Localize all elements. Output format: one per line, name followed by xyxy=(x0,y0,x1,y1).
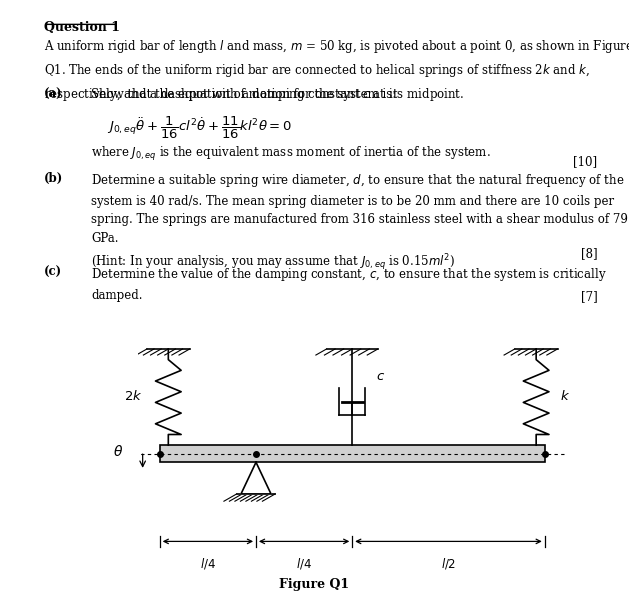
Text: $k$: $k$ xyxy=(560,390,570,403)
Text: Question 1: Question 1 xyxy=(44,21,120,34)
Text: Determine the value of the damping constant, $c$, to ensure that the system is c: Determine the value of the damping const… xyxy=(91,266,607,301)
Text: $l/4$: $l/4$ xyxy=(296,556,312,571)
Text: A uniform rigid bar of length $l$ and mass, $m$ = 50 kg, is pivoted about a poin: A uniform rigid bar of length $l$ and ma… xyxy=(44,38,629,102)
Text: $c$: $c$ xyxy=(376,370,385,384)
Text: where $J_{0,eq}$ is the equivalent mass moment of inertia of the system.: where $J_{0,eq}$ is the equivalent mass … xyxy=(91,145,491,163)
Text: $l/4$: $l/4$ xyxy=(200,556,216,571)
Text: [7]: [7] xyxy=(581,290,598,303)
Text: [10]: [10] xyxy=(574,155,598,168)
Text: $2k$: $2k$ xyxy=(124,390,143,403)
Text: $\theta$: $\theta$ xyxy=(113,444,123,459)
Text: $J_{0,eq}\ddot{\theta}+\dfrac{1}{16}cl^2\dot{\theta}+\dfrac{11}{16}kl^2\theta=0$: $J_{0,eq}\ddot{\theta}+\dfrac{1}{16}cl^2… xyxy=(107,114,292,141)
Text: Show that the equation of motion for the system is:: Show that the equation of motion for the… xyxy=(91,88,396,100)
Text: $l/2$: $l/2$ xyxy=(441,556,456,571)
Text: (a): (a) xyxy=(44,88,63,100)
Text: (c): (c) xyxy=(44,266,62,279)
Text: [8]: [8] xyxy=(581,247,598,260)
Text: (b): (b) xyxy=(44,172,64,185)
Bar xyxy=(160,445,545,462)
Polygon shape xyxy=(241,462,271,494)
Text: Figure Q1: Figure Q1 xyxy=(279,578,350,591)
Text: Determine a suitable spring wire diameter, $d$, to ensure that the natural frequ: Determine a suitable spring wire diamete… xyxy=(91,172,629,273)
